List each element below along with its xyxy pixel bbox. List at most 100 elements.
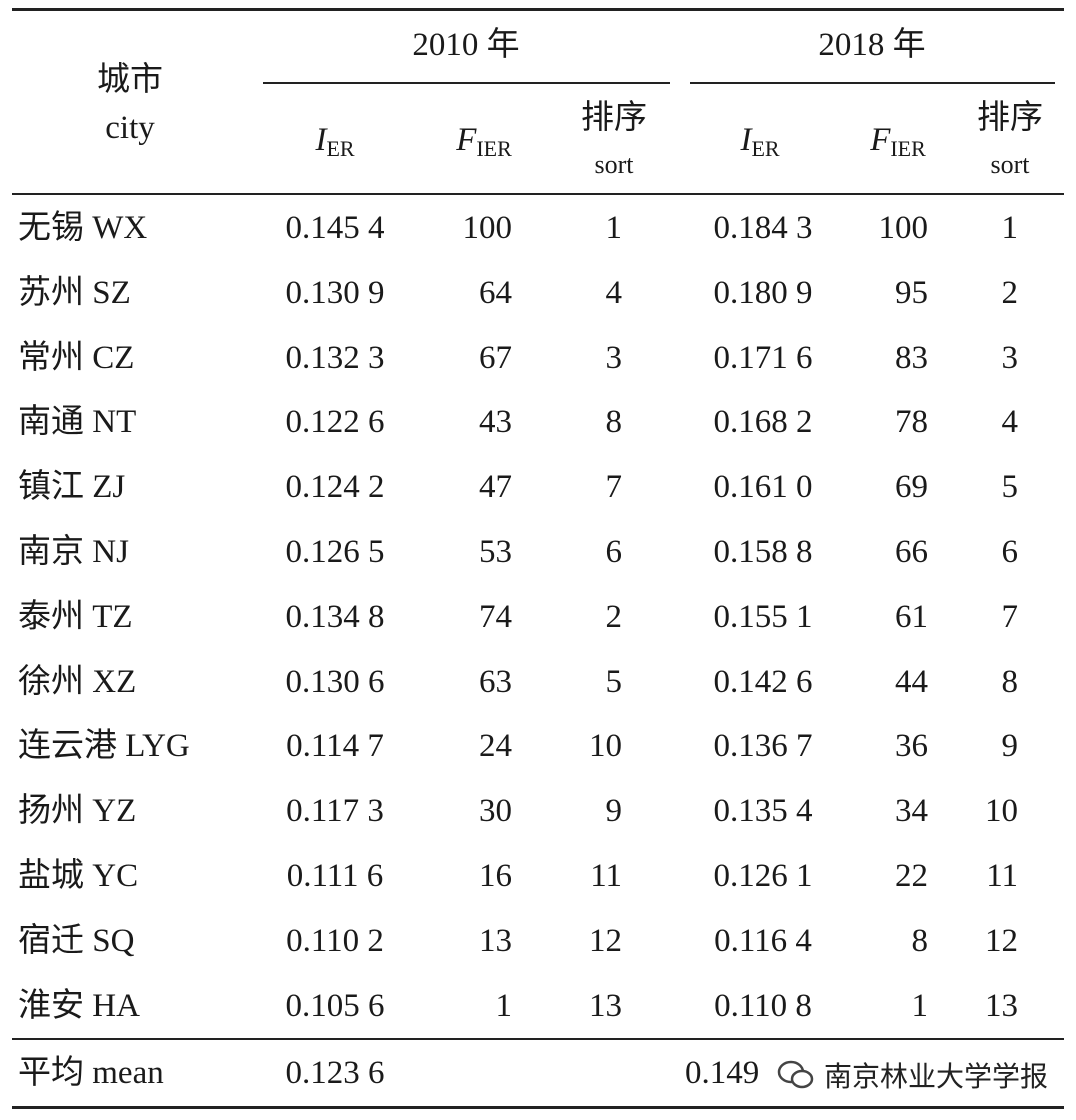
sort-2010: 4 (605, 274, 623, 311)
sort-2018: 5 (1001, 469, 1019, 506)
mean-rule (12, 1038, 1064, 1040)
fier-2018: 83 (895, 339, 928, 376)
fier-2018: 61 (895, 598, 928, 635)
city-header-en: city (105, 110, 155, 146)
column-header-en: sort (594, 150, 634, 179)
fier-2010: 30 (479, 793, 512, 830)
city: 南京 NJ (18, 534, 129, 570)
ier-2010: 0.111 6 (286, 858, 384, 894)
city: 南通 NT (18, 404, 137, 441)
fier-2018: 78 (895, 404, 928, 441)
ier-2010: 0.114 7 (286, 728, 384, 765)
fier-2010: 64 (479, 274, 512, 311)
fier-2010: 53 (479, 534, 512, 570)
fier-2018: 66 (895, 534, 928, 570)
fier-2010: 43 (479, 404, 512, 441)
sort-2010: 5 (605, 663, 623, 700)
sort-2010: 9 (605, 793, 623, 830)
ier-2010: 0.105 6 (285, 987, 385, 1024)
symbol: I (740, 122, 752, 158)
ier-2018: 0.168 2 (713, 404, 813, 441)
sort-2010: 6 (605, 534, 623, 570)
ier-2018: 0.116 4 (714, 922, 812, 959)
ier-2010: 0.132 3 (285, 339, 385, 376)
wechat-icon (777, 1060, 814, 1089)
ier-2010: 0.134 8 (285, 598, 385, 635)
city: 苏州 SZ (18, 274, 131, 311)
fier-2010: 13 (479, 922, 512, 959)
sort-2018: 7 (1001, 598, 1019, 635)
subscript: IER (890, 136, 926, 161)
fier-2018: 34 (895, 793, 928, 830)
fier-2018: 22 (895, 858, 928, 894)
city: 连云港 LYG (18, 728, 190, 765)
group-rule (263, 82, 670, 84)
ier-2018: 0.161 0 (713, 469, 813, 506)
fier-2010: 47 (479, 469, 512, 506)
ier-2018: 0.155 1 (713, 598, 813, 635)
sort-2010: 7 (605, 469, 623, 506)
city: 盐城 YC (18, 858, 139, 894)
symbol: F (456, 122, 477, 158)
fier-2018: 36 (895, 728, 928, 765)
sort-2018: 9 (1001, 728, 1019, 765)
fier-2010: 16 (479, 858, 512, 894)
sort-2010: 11 (590, 858, 622, 894)
ier-2010: 0.110 2 (286, 922, 384, 959)
sort-2010: 1 (605, 210, 623, 246)
sort-2010: 10 (589, 728, 622, 765)
column-header-en: sort (990, 150, 1030, 179)
header-rule (12, 193, 1064, 195)
subscript: ER (751, 136, 780, 161)
group-rule (690, 82, 1055, 84)
group-header: 2010 年 (412, 27, 520, 63)
city: 常州 CZ (18, 339, 135, 376)
sort-2010: 8 (605, 404, 623, 441)
column-header: IER (315, 120, 354, 163)
column-header-zh: 排序 (581, 100, 647, 136)
bottom-rule (12, 1106, 1064, 1109)
ier-2010: 0.122 6 (285, 404, 385, 441)
ier-2010: 0.145 4 (285, 210, 385, 246)
fier-2018: 95 (895, 274, 928, 311)
city: 宿迁 SQ (18, 922, 135, 959)
city: 镇江 ZJ (18, 469, 126, 506)
symbol: F (870, 122, 891, 158)
fier-2018: 1 (911, 987, 929, 1024)
ier-2010: 0.124 2 (285, 469, 385, 506)
sort-2018: 6 (1001, 534, 1019, 570)
fier-2010: 67 (479, 339, 512, 376)
ier-2018: 0.180 9 (713, 274, 813, 311)
ier-2010: 0.130 6 (285, 663, 385, 700)
column-header-zh: 排序 (977, 100, 1043, 136)
symbol: I (315, 122, 327, 158)
ier-2018: 0.184 3 (713, 210, 813, 246)
fier-2018: 69 (895, 469, 928, 506)
ier-2018: 0.135 4 (713, 793, 813, 830)
fier-2010: 1 (495, 987, 513, 1024)
group-header: 2018 年 (818, 27, 926, 63)
sort-2018: 8 (1001, 663, 1019, 700)
fier-2010: 24 (479, 728, 512, 765)
subscript: IER (476, 136, 512, 161)
subscript: ER (326, 136, 355, 161)
ier-2018: 0.158 8 (713, 534, 813, 570)
fier-2010: 63 (479, 663, 512, 700)
sort-2018: 2 (1001, 274, 1019, 311)
ier-2018: 0.136 7 (713, 728, 813, 765)
sort-2018: 10 (985, 793, 1018, 830)
ier-2010: 0.126 5 (285, 534, 385, 570)
mean-2010: 0.123 6 (285, 1055, 385, 1091)
top-rule (12, 8, 1064, 11)
sort-2018: 11 (986, 858, 1018, 894)
column-header: FIER (870, 120, 926, 163)
sort-2018: 1 (1001, 210, 1019, 246)
fier-2018: 8 (911, 922, 929, 959)
city: 无锡 WX (18, 210, 148, 246)
city: 徐州 XZ (18, 663, 137, 700)
watermark: 南京林业大学学报 (770, 1053, 1055, 1097)
mean-label: 平均 mean (18, 1055, 164, 1091)
sort-2018: 3 (1001, 339, 1019, 376)
sort-2010: 13 (589, 987, 622, 1024)
